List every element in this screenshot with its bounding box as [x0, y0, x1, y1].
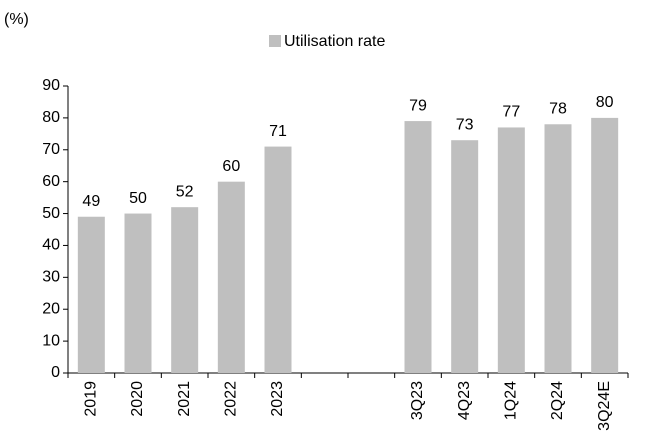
- x-tick-label: 3Q23: [409, 381, 426, 420]
- value-label: 71: [269, 123, 287, 140]
- value-label: 50: [129, 190, 147, 207]
- bar: [217, 181, 245, 373]
- legend-label: Utilisation rate: [284, 33, 385, 50]
- value-label: 79: [409, 97, 427, 114]
- y-tick-label: 60: [42, 173, 60, 190]
- y-tick-label: 20: [42, 300, 60, 317]
- legend-swatch: [269, 35, 281, 47]
- x-tick-label: 1Q24: [503, 381, 520, 420]
- y-tick-label: 0: [51, 364, 60, 381]
- y-tick-label: 10: [42, 332, 60, 349]
- unit-label: (%): [4, 11, 29, 28]
- bar: [77, 216, 105, 373]
- bar: [544, 124, 572, 374]
- y-tick-label: 80: [42, 109, 60, 126]
- x-tick-label: 2021: [176, 381, 193, 417]
- x-tick-label: 2020: [129, 381, 146, 417]
- value-label: 77: [502, 104, 520, 121]
- y-tick-label: 70: [42, 141, 60, 158]
- x-tick-label: 4Q23: [456, 381, 473, 420]
- bar: [264, 146, 292, 373]
- value-label: 52: [176, 183, 194, 200]
- y-tick-label: 40: [42, 237, 60, 254]
- x-tick-label: 2022: [223, 381, 240, 417]
- x-tick-label: 3Q24E: [596, 381, 613, 431]
- y-tick-label: 90: [42, 77, 60, 94]
- bar: [124, 213, 152, 373]
- x-tick-label: 2023: [269, 381, 286, 417]
- value-label: 78: [549, 100, 567, 117]
- bar: [171, 207, 199, 373]
- value-label: 73: [456, 116, 474, 133]
- bar: [404, 121, 432, 373]
- x-tick-label: 2019: [83, 381, 100, 417]
- x-tick-label: 2Q24: [549, 381, 566, 420]
- bar: [451, 140, 479, 373]
- y-tick-label: 30: [42, 269, 60, 286]
- bar: [591, 117, 619, 373]
- bar: [497, 127, 525, 373]
- y-tick-label: 50: [42, 205, 60, 222]
- value-label: 80: [596, 94, 614, 111]
- value-label: 49: [82, 193, 100, 210]
- value-label: 60: [222, 158, 240, 175]
